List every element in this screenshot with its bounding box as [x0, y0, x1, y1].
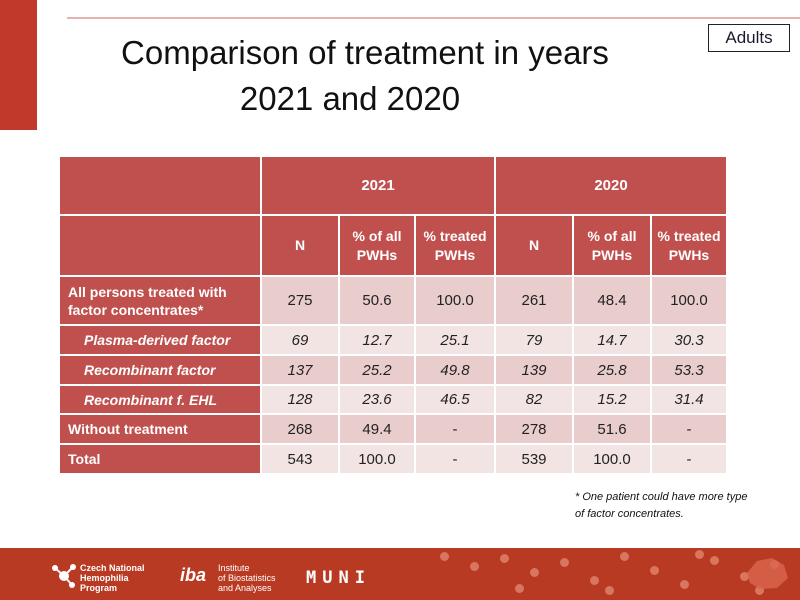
table-cell: 53.3 — [652, 356, 726, 384]
top-rule — [67, 17, 800, 19]
table-cell: 100.0 — [652, 277, 726, 324]
iba-logo-mark: iba — [180, 565, 207, 585]
table-cell: - — [652, 445, 726, 473]
table-cell: - — [416, 415, 494, 443]
table-cell: 128 — [262, 386, 338, 413]
row-label: Without treatment — [60, 415, 260, 443]
footnote-line-2: of factor concentrates. — [575, 508, 684, 520]
table-cell: 100.0 — [340, 445, 414, 473]
table-cell: 69 — [262, 326, 338, 354]
table-cell: 23.6 — [340, 386, 414, 413]
title-line-1: Comparison of treatment in years — [121, 34, 609, 71]
table-cell: 82 — [496, 386, 572, 413]
table-cell: 49.4 — [340, 415, 414, 443]
table-cell: 30.3 — [652, 326, 726, 354]
table-cell: 278 — [496, 415, 572, 443]
column-header: % of all PWHs — [574, 216, 650, 275]
table-cell: 51.6 — [574, 415, 650, 443]
table-cell: - — [652, 415, 726, 443]
table-cell: 46.5 — [416, 386, 494, 413]
table-cell: 25.8 — [574, 356, 650, 384]
header-corner — [60, 157, 260, 214]
iba-logo-text: Institute of Biostatistics and Analyses — [218, 563, 276, 593]
table-cell: 268 — [262, 415, 338, 443]
column-header: N — [262, 216, 338, 275]
footnote-line-1: * One patient could have more type — [575, 491, 748, 503]
year-header-2020: 2020 — [496, 157, 726, 214]
table-cell: 79 — [496, 326, 572, 354]
table-cell: 543 — [262, 445, 338, 473]
map-icon — [747, 558, 788, 589]
footnote: * One patient could have more type of fa… — [575, 489, 790, 523]
table-cell: 25.2 — [340, 356, 414, 384]
table-cell: 15.2 — [574, 386, 650, 413]
table-cell: 275 — [262, 277, 338, 324]
muni-logo: MUNI — [306, 568, 371, 588]
table-cell: 261 — [496, 277, 572, 324]
row-label: Recombinant f. EHL — [60, 386, 260, 413]
table-cell: 50.6 — [340, 277, 414, 324]
table-cell: 31.4 — [652, 386, 726, 413]
table-cell: 100.0 — [574, 445, 650, 473]
table-cell: 100.0 — [416, 277, 494, 324]
row-label: Recombinant factor — [60, 356, 260, 384]
column-header: N — [496, 216, 572, 275]
slide-title: Comparison of treatment in years 2021 an… — [60, 30, 670, 122]
footer-band — [0, 548, 800, 600]
subheader-corner — [60, 216, 260, 275]
accent-bar — [0, 0, 37, 130]
column-header: % of all PWHs — [340, 216, 414, 275]
column-header: % treated PWHs — [416, 216, 494, 275]
table-cell: - — [416, 445, 494, 473]
row-label: Plasma-derived factor — [60, 326, 260, 354]
table-cell: 137 — [262, 356, 338, 384]
title-line-2: 2021 and 2020 — [239, 80, 461, 117]
year-header-2021: 2021 — [262, 157, 494, 214]
table-cell: 12.7 — [340, 326, 414, 354]
row-label: Total — [60, 445, 260, 473]
table-cell: 25.1 — [416, 326, 494, 354]
row-label: All persons treated with factor concentra… — [60, 277, 260, 324]
table-cell: 14.7 — [574, 326, 650, 354]
column-header: % treated PWHs — [652, 216, 726, 275]
table-cell: 139 — [496, 356, 572, 384]
hemophilia-program-logo-text: Czech National Hemophilia Program — [80, 563, 145, 593]
table-cell: 49.8 — [416, 356, 494, 384]
table-cell: 48.4 — [574, 277, 650, 324]
hemophilia-program-logo-icon — [52, 564, 76, 588]
table-cell: 539 — [496, 445, 572, 473]
adults-badge: Adults — [708, 24, 790, 52]
